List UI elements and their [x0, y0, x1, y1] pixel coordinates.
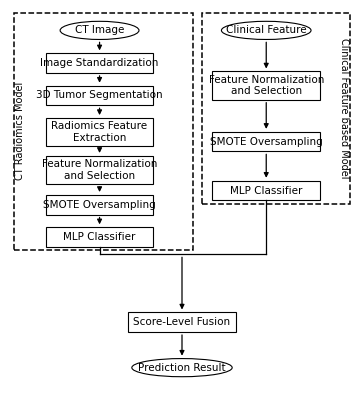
Text: Clinical Feature: Clinical Feature: [226, 25, 306, 35]
FancyBboxPatch shape: [46, 195, 153, 214]
Text: Feature Normalization
and Selection: Feature Normalization and Selection: [209, 75, 324, 96]
Ellipse shape: [60, 21, 139, 40]
Text: SMOTE Oversampling: SMOTE Oversampling: [43, 200, 156, 210]
Ellipse shape: [221, 21, 311, 40]
FancyBboxPatch shape: [46, 86, 153, 105]
FancyBboxPatch shape: [46, 156, 153, 184]
Text: SMOTE Oversampling: SMOTE Oversampling: [210, 137, 323, 147]
Text: MLP Classifier: MLP Classifier: [63, 232, 136, 242]
Text: Clinical Feature based Model: Clinical Feature based Model: [339, 38, 349, 178]
FancyBboxPatch shape: [46, 118, 153, 146]
FancyBboxPatch shape: [46, 227, 153, 247]
FancyBboxPatch shape: [46, 53, 153, 73]
FancyBboxPatch shape: [213, 72, 320, 100]
Ellipse shape: [132, 358, 232, 377]
Text: CT Image: CT Image: [75, 25, 124, 35]
FancyBboxPatch shape: [213, 132, 320, 152]
FancyBboxPatch shape: [213, 181, 320, 200]
Text: 3D Tumor Segmentation: 3D Tumor Segmentation: [36, 90, 163, 100]
Text: Feature Normalization
and Selection: Feature Normalization and Selection: [42, 159, 157, 181]
Text: MLP Classifier: MLP Classifier: [230, 186, 302, 196]
Text: Image Standardization: Image Standardization: [40, 58, 159, 68]
Text: Radiomics Feature
Extraction: Radiomics Feature Extraction: [51, 121, 148, 143]
Text: Score-Level Fusion: Score-Level Fusion: [134, 317, 230, 327]
FancyBboxPatch shape: [128, 312, 236, 332]
Text: Prediction Result: Prediction Result: [138, 363, 226, 373]
Text: CT Radiomics Model: CT Radiomics Model: [15, 82, 25, 180]
